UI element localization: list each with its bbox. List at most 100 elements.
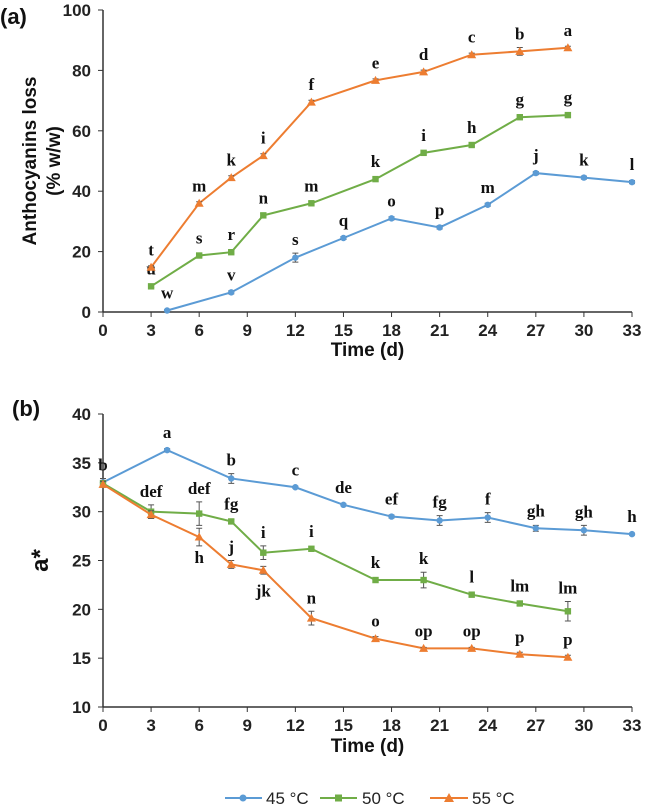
significance-label: a [163,423,172,442]
significance-label: p [563,630,572,649]
significance-label: j [532,146,539,165]
data-point [532,525,540,532]
data-point [340,501,347,509]
data-point [564,111,572,119]
data-point [564,608,572,615]
x-tick-label: 9 [243,716,252,735]
chart-b-a-star: 0 3 6 9 12 15 18 21 24 27 30 33 10 15 20 25 30 35 40 Time (… [12,396,641,757]
data-point [228,518,235,525]
significance-label: b [227,451,236,470]
significance-label: s [292,230,299,249]
legend-item-45: 45 °C [225,789,309,808]
significance-label: d [419,45,429,64]
y-tick-label: 15 [72,649,91,668]
x-tick-label: 12 [286,716,305,735]
significance-label: o [371,612,380,631]
data-point [532,169,540,177]
x-tick-label: 6 [194,716,203,735]
data-point [436,224,443,231]
significance-label: a [564,21,573,40]
data-point [147,283,155,290]
significance-label: j [227,537,234,556]
data-point [563,652,573,661]
significance-label: de [335,478,352,497]
data-point [146,262,156,271]
data-point [146,510,156,519]
significance-label: op [415,621,433,640]
data-point [308,200,315,207]
significance-label: i [309,522,314,541]
data-point [260,549,267,556]
data-point [420,149,427,157]
series-50: usrnmkihgg [146,88,573,290]
significance-label: f [309,75,315,94]
panel-label: (a) [0,4,27,29]
significance-label: m [481,178,495,197]
x-tick-label: 27 [526,321,545,340]
series-45: b a b c de ef fg f gh gh h [98,423,637,538]
y-tick-label: 30 [72,503,91,522]
data-point [228,249,235,256]
data-point [371,634,381,643]
data-point [228,475,235,482]
series-55: t m k i f e d c b a [146,21,573,271]
data-point [436,517,443,524]
significance-label: lm [510,576,529,595]
significance-label: b [515,24,524,43]
series-line [166,172,633,312]
x-axis-title: Time (d) [331,340,405,361]
significance-label: k [371,553,381,572]
y-tick-label: 20 [72,243,91,262]
x-axis-title: Time (d) [331,736,405,757]
series-45: w v s q o p m j k l [161,146,636,314]
y-tick-label: 80 [72,61,91,80]
data-point [515,46,525,55]
data-point [260,212,267,219]
significance-label: k [227,151,237,170]
y-axis-title-units: (% w/w) [44,126,65,196]
data-point [515,649,525,658]
data-point [194,532,204,541]
data-point [163,307,171,314]
legend-item-50: 50 °C [320,789,405,808]
data-point [516,114,523,121]
data-point [580,527,588,534]
legend: 45 °C 50 °C 55 °C [225,789,515,808]
x-tick-label: 33 [623,716,642,735]
data-point [308,545,315,552]
significance-label: def [140,482,163,501]
legend-label: 45 °C [266,789,309,808]
x-tick-label: 30 [574,321,593,340]
x-tick-label: 3 [146,716,155,735]
data-point [194,198,204,207]
significance-label: o [387,191,396,210]
data-point [292,254,299,261]
significance-label: gh [575,502,594,521]
significance-label: c [468,28,476,47]
x-tick-label: 24 [478,716,497,735]
legend-marker-triangle-icon [444,793,454,802]
x-tick-label: 9 [243,321,252,340]
data-point [484,201,491,208]
significance-label: e [372,53,380,72]
data-point [484,514,491,521]
significance-label: g [516,90,525,109]
legend-label: 50 °C [362,789,405,808]
data-point [228,289,235,296]
data-point [306,97,316,106]
x-tick-label: 18 [382,716,401,735]
y-tick-label: 0 [82,303,91,322]
significance-label: def [188,479,211,498]
x-tick-label: 24 [478,321,497,340]
data-point [419,643,429,652]
significance-label: h [194,548,204,567]
y-tick-label: 60 [72,122,91,141]
x-tick-label: 0 [98,716,107,735]
legend-item-55: 55 °C [430,789,515,808]
significance-label: f [485,490,491,509]
y-tick-label: 100 [63,1,91,20]
significance-label: g [564,88,573,107]
series-line [102,449,633,536]
